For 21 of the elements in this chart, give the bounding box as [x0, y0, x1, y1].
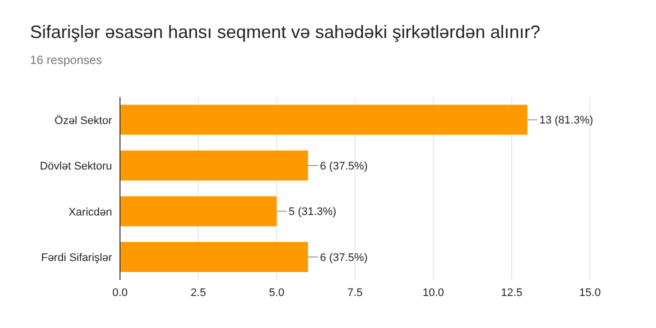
x-tick-label: 0.0	[112, 286, 128, 299]
chart-title: Sifarişlər əsasən hansı seqment və sahədəki şirkətlərdən alınır?	[30, 22, 540, 43]
x-tick-label: 2.5	[190, 286, 206, 299]
y-tick-label: Özəl Sektor	[54, 114, 112, 127]
x-tick-label: 12.5	[500, 286, 522, 299]
bar	[120, 150, 308, 181]
x-tick-label: 15.0	[579, 286, 601, 299]
chart-subtitle: 16 responses	[30, 53, 102, 67]
bar	[120, 242, 308, 272]
y-tick-label: Dövlət Sektoru	[40, 160, 112, 173]
data-label: 13 (81.3%)	[539, 114, 594, 127]
x-tick-label: 7.5	[347, 286, 363, 299]
x-tick-label: 10.0	[422, 286, 444, 299]
y-tick-label: Fərdi Sifarişlər	[41, 252, 112, 264]
bar	[120, 196, 277, 226]
data-label: 6 (37.5%)	[320, 252, 368, 264]
y-tick-label: Xaricdən	[68, 206, 112, 218]
x-tick-label: 5.0	[269, 286, 284, 299]
bar	[120, 104, 528, 135]
data-label: 5 (31.3%)	[288, 206, 336, 218]
data-label: 6 (37.5%)	[320, 160, 368, 172]
